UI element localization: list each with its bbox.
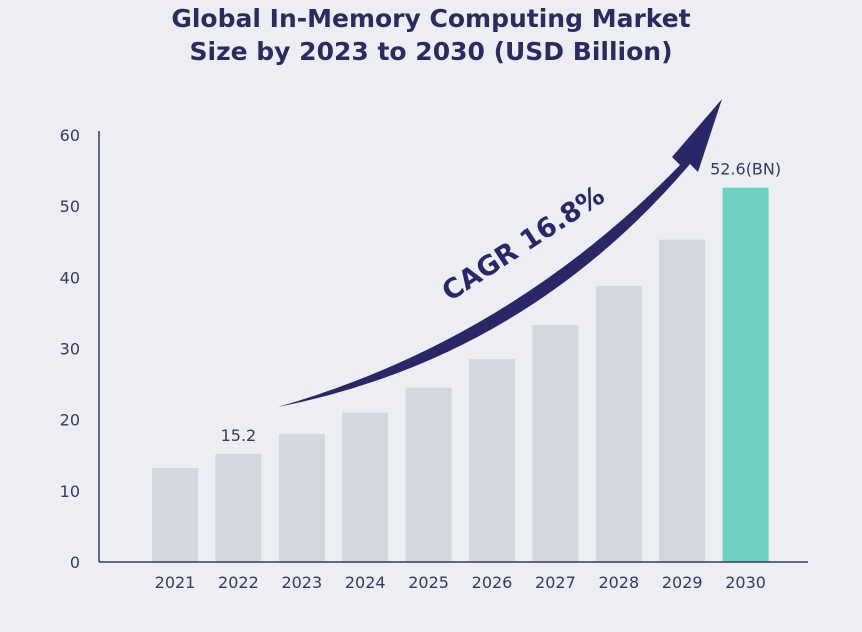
x-tick-label-2026: 2026: [472, 573, 513, 592]
y-tick-label-0: 0: [70, 553, 80, 572]
x-tick-label-2025: 2025: [408, 573, 449, 592]
data-label-2022: 15.2: [221, 426, 257, 445]
x-tick-label-2028: 2028: [598, 573, 639, 592]
chart-title-line-2: Size by 2023 to 2030 (USD Billion): [189, 37, 673, 66]
bar-2025: [405, 387, 452, 562]
x-tick-label-2029: 2029: [662, 573, 703, 592]
y-tick-label-20: 20: [60, 411, 80, 430]
cagr-label: CAGR 16.8%: [437, 180, 610, 308]
y-tick-label-30: 30: [60, 340, 80, 359]
chart-title-line-1: Global In-Memory Computing Market: [171, 4, 691, 33]
bar-2030: [722, 187, 769, 562]
x-tick-label-2022: 2022: [218, 573, 259, 592]
bar-2023: [278, 433, 325, 562]
y-tick-label-60: 60: [60, 126, 80, 145]
x-tick-label-2023: 2023: [281, 573, 322, 592]
bar-2028: [595, 285, 642, 562]
data-label-2030: 52.6(BN): [710, 160, 781, 179]
bar-2029: [659, 239, 706, 563]
bar-2027: [532, 325, 579, 562]
bar-2021: [152, 468, 198, 562]
x-tick-label-2024: 2024: [345, 573, 386, 592]
y-tick-label-10: 10: [60, 482, 80, 501]
x-tick-label-2021: 2021: [155, 573, 196, 592]
x-tick-label-2030: 2030: [725, 573, 766, 592]
y-tick-label-40: 40: [60, 268, 80, 287]
bar-2022: [215, 453, 262, 562]
x-tick-label-2027: 2027: [535, 573, 576, 592]
bar-2026: [469, 359, 515, 562]
chart-title: Global In-Memory Computing Market Size b…: [0, 2, 862, 68]
y-tick-label-50: 50: [60, 197, 80, 216]
bar-2024: [342, 412, 389, 562]
